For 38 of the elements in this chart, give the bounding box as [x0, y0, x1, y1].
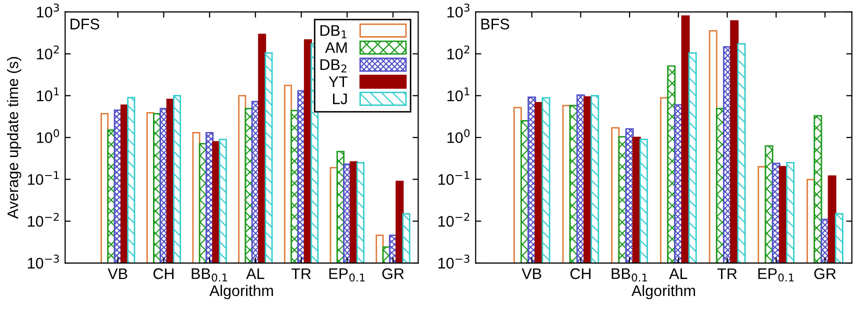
y-tick-label: 10$^{−3}$ — [28, 254, 59, 269]
x-tick-label: GR — [814, 268, 836, 280]
x-tick-label: VB — [108, 268, 128, 279]
x-tick-label: BB$_{0.1}$ — [612, 268, 648, 282]
x-tick-label: GR — [382, 268, 404, 280]
y-tick-label: 10$^{−2}$ — [438, 212, 470, 227]
y-tick-label: 10$^{−1}$ — [28, 171, 59, 185]
x-axis-title: Algorithm — [209, 284, 273, 300]
y-tick-label: 10$^{3}$ — [36, 4, 59, 18]
y-tick-label: 10$^{0}$ — [36, 129, 60, 144]
legend-label: DB$_{2}$ — [320, 59, 346, 72]
x-tick-label: CH — [153, 268, 174, 280]
chart-title: BFS — [481, 18, 510, 30]
y-tick-label: 10$^{1}$ — [447, 87, 470, 102]
y-axis-title: Average update time (s) — [7, 57, 22, 219]
x-tick-label: EP$_{0.1}$ — [758, 268, 794, 282]
x-tick-label: AL — [669, 268, 688, 279]
x-tick-label: AL — [246, 268, 264, 279]
x-tick-label: CH — [570, 268, 590, 280]
y-tick-label: 10$^{−2}$ — [28, 212, 59, 227]
y-tick-label: 10$^{2}$ — [36, 45, 59, 60]
legend-label: DB$_{1}$ — [320, 25, 346, 38]
chart-title: DFS — [70, 18, 100, 30]
y-tick-label: 10$^{2}$ — [447, 45, 470, 60]
legend-label: YT — [328, 76, 348, 88]
x-tick-label: VB — [522, 268, 542, 279]
legend-label: LJ — [333, 94, 347, 104]
x-tick-label: EP$_{0.1}$ — [329, 268, 365, 282]
x-tick-label: TR — [717, 268, 737, 279]
x-tick-label: TR — [291, 268, 311, 279]
y-tick-label: 10$^{3}$ — [447, 4, 470, 18]
x-tick-label: BB$_{0.1}$ — [192, 268, 228, 282]
legend-label: AM — [325, 42, 347, 53]
y-tick-label: 10$^{0}$ — [447, 129, 470, 144]
y-tick-label: 10$^{−1}$ — [438, 171, 470, 185]
y-tick-label: 10$^{1}$ — [36, 87, 59, 102]
x-axis-title: Algorithm — [632, 284, 696, 300]
y-tick-label: 10$^{−3}$ — [438, 254, 470, 269]
